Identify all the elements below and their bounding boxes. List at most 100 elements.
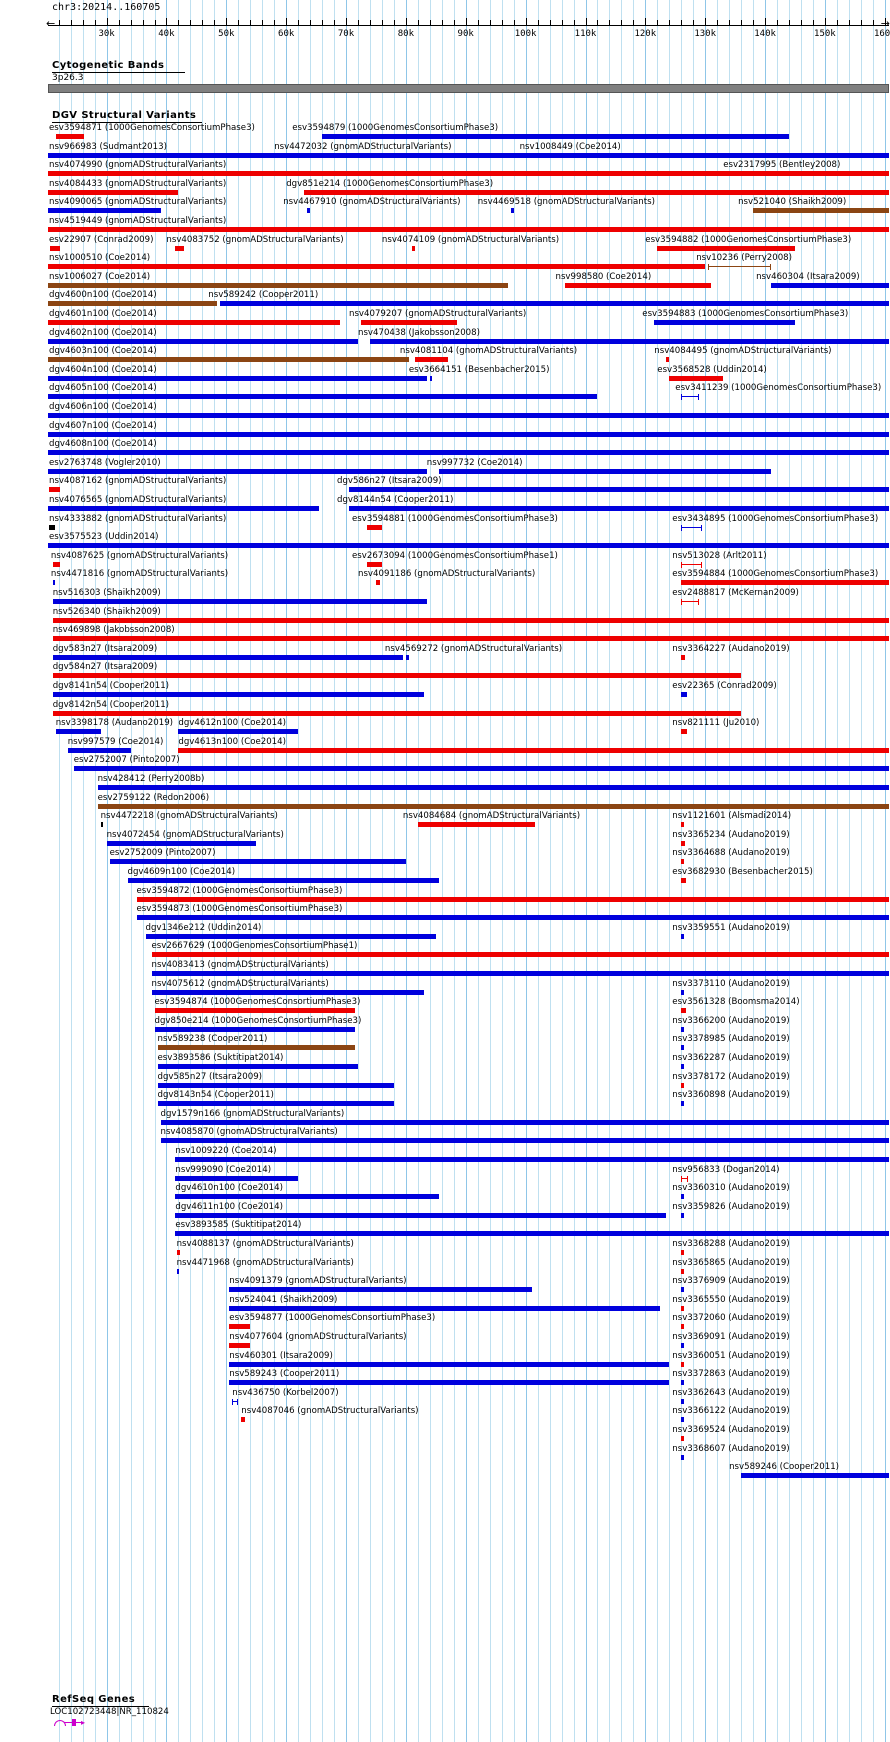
feature-bar[interactable] [349,506,889,511]
feature-bar[interactable] [681,1064,684,1069]
feature-bar[interactable] [681,1194,684,1200]
feature-bar[interactable] [681,1268,684,1274]
feature-bar[interactable] [349,487,889,493]
feature-bar[interactable] [367,524,382,530]
feature-bar[interactable] [48,338,358,344]
feature-bar[interactable] [127,878,439,883]
feature-bar[interactable] [52,673,742,679]
feature-bar[interactable] [414,357,448,363]
feature-bar[interactable] [55,134,84,139]
feature-bar[interactable] [681,822,685,828]
feature-bar[interactable] [229,1361,670,1367]
feature-bar[interactable] [681,1101,684,1107]
feature-bar[interactable] [681,1045,684,1051]
feature-bar[interactable] [681,1398,684,1404]
feature-bracket[interactable] [681,1175,689,1182]
feature-bar[interactable] [151,989,424,995]
feature-bar[interactable] [52,636,889,642]
feature-bar[interactable] [136,896,889,902]
feature-bar[interactable] [136,915,889,921]
feature-bar[interactable] [229,1305,661,1311]
feature-bar[interactable] [654,320,795,325]
feature-bar[interactable] [229,1287,532,1293]
feature-bar[interactable] [52,599,427,604]
feature-bar[interactable] [681,859,684,865]
feature-bar[interactable] [160,1119,889,1125]
feature-bar[interactable] [681,933,684,939]
feature-bar[interactable] [681,1436,684,1441]
feature-bar[interactable] [48,357,409,363]
feature-bar[interactable] [681,840,686,846]
feature-bar[interactable] [52,580,56,586]
feature-bar[interactable] [175,1194,439,1200]
feature-bar[interactable] [48,264,706,270]
cytoband-bar[interactable] [48,84,889,93]
feature-bar[interactable] [681,1324,684,1330]
feature-bracket[interactable] [681,599,700,605]
feature-bar[interactable] [438,468,771,474]
feature-bar[interactable] [510,208,514,214]
feature-bar[interactable] [106,840,257,846]
feature-bar[interactable] [100,822,103,828]
feature-bar[interactable] [681,1305,684,1311]
feature-bar[interactable] [157,1082,394,1088]
feature-bar[interactable] [50,245,60,251]
feature-bar[interactable] [157,1064,358,1069]
feature-bar[interactable] [405,654,409,660]
feature-bar[interactable] [48,431,889,437]
feature-bar[interactable] [48,543,889,549]
feature-bar[interactable] [681,1417,684,1423]
feature-bar[interactable] [681,1250,684,1255]
feature-bar[interactable] [681,729,687,735]
feature-bar[interactable] [48,301,218,307]
feature-bar[interactable] [229,1380,670,1386]
feature-bar[interactable] [367,561,382,567]
feature-bar[interactable] [151,952,889,958]
feature-bar[interactable] [681,580,889,586]
feature-bar[interactable] [48,152,889,158]
feature-bar[interactable] [97,785,889,790]
feature-bar[interactable] [322,134,789,139]
feature-bar[interactable] [304,189,889,195]
feature-bar[interactable] [160,1138,889,1144]
feature-bar[interactable] [669,375,724,381]
feature-bar[interactable] [681,1454,684,1460]
feature-bar[interactable] [67,747,131,753]
feature-bar[interactable] [48,189,179,195]
feature-bar[interactable] [157,1045,355,1051]
coordinate-ruler[interactable]: chr3:20214..160705 ← → 30k40k50k60k70k80… [0,0,890,46]
feature-bar[interactable] [154,1026,355,1032]
feature-bracket[interactable] [681,524,703,531]
feature-bar[interactable] [175,245,185,251]
feature-bar[interactable] [681,654,686,660]
feature-bar[interactable] [175,1157,889,1162]
feature-bar[interactable] [52,710,742,716]
feature-bar[interactable] [151,971,889,976]
feature-bar[interactable] [48,450,889,456]
feature-bar[interactable] [48,506,320,511]
feature-bar[interactable] [48,282,508,288]
feature-bar[interactable] [157,1101,394,1107]
feature-bar[interactable] [52,561,61,567]
feature-bar[interactable] [411,245,415,251]
feature-bar[interactable] [97,803,889,809]
feature-bar[interactable] [178,747,889,753]
feature-bar[interactable] [771,282,889,288]
feature-bar[interactable] [220,301,889,307]
feature-bar[interactable] [48,394,598,400]
feature-bar[interactable] [73,766,889,772]
feature-bar[interactable] [48,227,889,232]
feature-bar[interactable] [681,1361,684,1367]
feature-bar[interactable] [178,729,299,735]
feature-bar[interactable] [48,468,427,474]
feature-bar[interactable] [307,208,311,214]
feature-bar[interactable] [176,1250,181,1255]
feature-bar[interactable] [48,171,739,177]
feature-bar[interactable] [229,1324,251,1330]
feature-bar[interactable] [681,1287,684,1293]
feature-bracket[interactable] [708,264,772,271]
feature-bar[interactable] [681,692,688,697]
feature-bar[interactable] [48,413,889,418]
feature-bar[interactable] [681,1026,684,1032]
feature-bar[interactable] [52,654,403,660]
